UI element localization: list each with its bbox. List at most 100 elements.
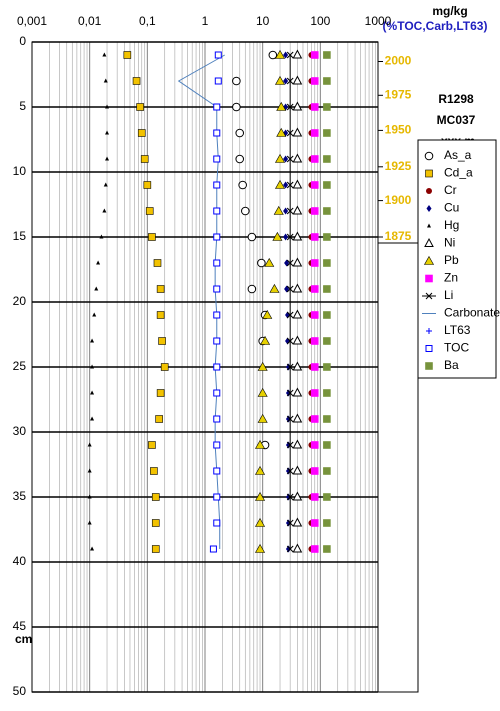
marker: [292, 361, 303, 371]
marker: [310, 337, 319, 345]
x-tick-label: 10: [256, 14, 270, 28]
marker: [136, 103, 144, 111]
marker: [323, 545, 331, 553]
marker: [273, 205, 284, 215]
legend-label: LT63: [444, 323, 471, 337]
marker: [241, 206, 250, 216]
marker: [275, 179, 286, 189]
legend-label: Li: [444, 288, 453, 302]
marker: [105, 104, 110, 109]
marker: [158, 337, 166, 345]
marker: [283, 207, 289, 215]
marker: [213, 129, 221, 137]
marker: [283, 181, 289, 189]
y-tick-label: 45: [13, 619, 27, 633]
marker: [151, 519, 160, 527]
marker: [255, 517, 266, 527]
marker: [148, 441, 156, 449]
marker: [323, 77, 331, 85]
marker: [87, 520, 92, 525]
marker: [425, 274, 433, 283]
x-tick-label: 1: [202, 14, 209, 28]
marker: [156, 311, 165, 319]
marker: [257, 387, 268, 397]
marker: [153, 259, 162, 267]
marker: [310, 363, 319, 371]
marker: [260, 335, 271, 345]
marker: [424, 151, 434, 161]
marker: [323, 259, 331, 267]
marker: [286, 545, 294, 553]
y-axis-label: cm: [15, 632, 32, 646]
marker: [247, 232, 257, 242]
marker: [105, 130, 110, 135]
unit-label-2: (%TOC,Carb,LT63): [383, 19, 488, 33]
marker: [310, 129, 319, 137]
marker: [426, 328, 432, 334]
marker: [213, 415, 221, 423]
legend-label: Cd_a: [444, 166, 473, 180]
marker: [143, 181, 152, 189]
marker: [292, 179, 303, 189]
marker: [132, 77, 141, 85]
marker: [275, 49, 286, 59]
marker: [213, 337, 221, 345]
x-tick-label: 100: [310, 14, 330, 28]
marker: [310, 389, 319, 397]
marker: [323, 51, 331, 59]
x-tick-label: 0,01: [78, 14, 102, 28]
marker: [310, 233, 319, 241]
series-line: [177, 54, 225, 549]
marker: [292, 491, 303, 501]
marker: [148, 233, 156, 241]
marker: [156, 389, 165, 397]
marker: [275, 75, 286, 85]
marker: [283, 233, 289, 241]
marker: [213, 259, 221, 267]
marker: [255, 465, 266, 475]
marker: [292, 127, 303, 137]
marker: [286, 493, 294, 501]
marker: [255, 491, 266, 501]
marker: [310, 259, 319, 267]
marker: [140, 155, 149, 163]
marker: [87, 494, 92, 499]
y-tick-label: 40: [13, 554, 27, 568]
marker: [292, 335, 303, 345]
marker: [292, 205, 303, 215]
marker: [90, 390, 95, 395]
marker: [292, 439, 303, 449]
marker: [214, 77, 222, 85]
legend-label: Hg: [444, 218, 459, 232]
marker: [310, 441, 319, 449]
marker: [213, 285, 221, 293]
marker: [425, 292, 433, 300]
core-label: R1298: [438, 92, 474, 106]
marker: [310, 155, 319, 163]
marker: [145, 207, 154, 215]
marker: [292, 283, 303, 293]
marker: [310, 545, 319, 553]
marker: [323, 103, 331, 111]
marker: [103, 182, 108, 187]
age-tick-label: 1950: [385, 123, 412, 137]
marker: [427, 223, 431, 228]
marker: [96, 260, 101, 265]
marker: [90, 338, 95, 343]
marker: [213, 493, 221, 501]
marker: [323, 155, 331, 163]
y-tick-label: 15: [13, 229, 27, 243]
marker: [257, 258, 266, 268]
marker: [232, 102, 241, 112]
marker: [425, 169, 433, 178]
x-tick-label: 0,001: [17, 14, 47, 28]
marker: [286, 233, 294, 241]
marker: [102, 52, 107, 57]
marker: [310, 415, 319, 423]
marker: [323, 285, 331, 293]
marker: [292, 387, 303, 397]
marker: [213, 207, 221, 215]
marker: [323, 467, 331, 475]
age-tick-label: 1875: [385, 229, 412, 243]
